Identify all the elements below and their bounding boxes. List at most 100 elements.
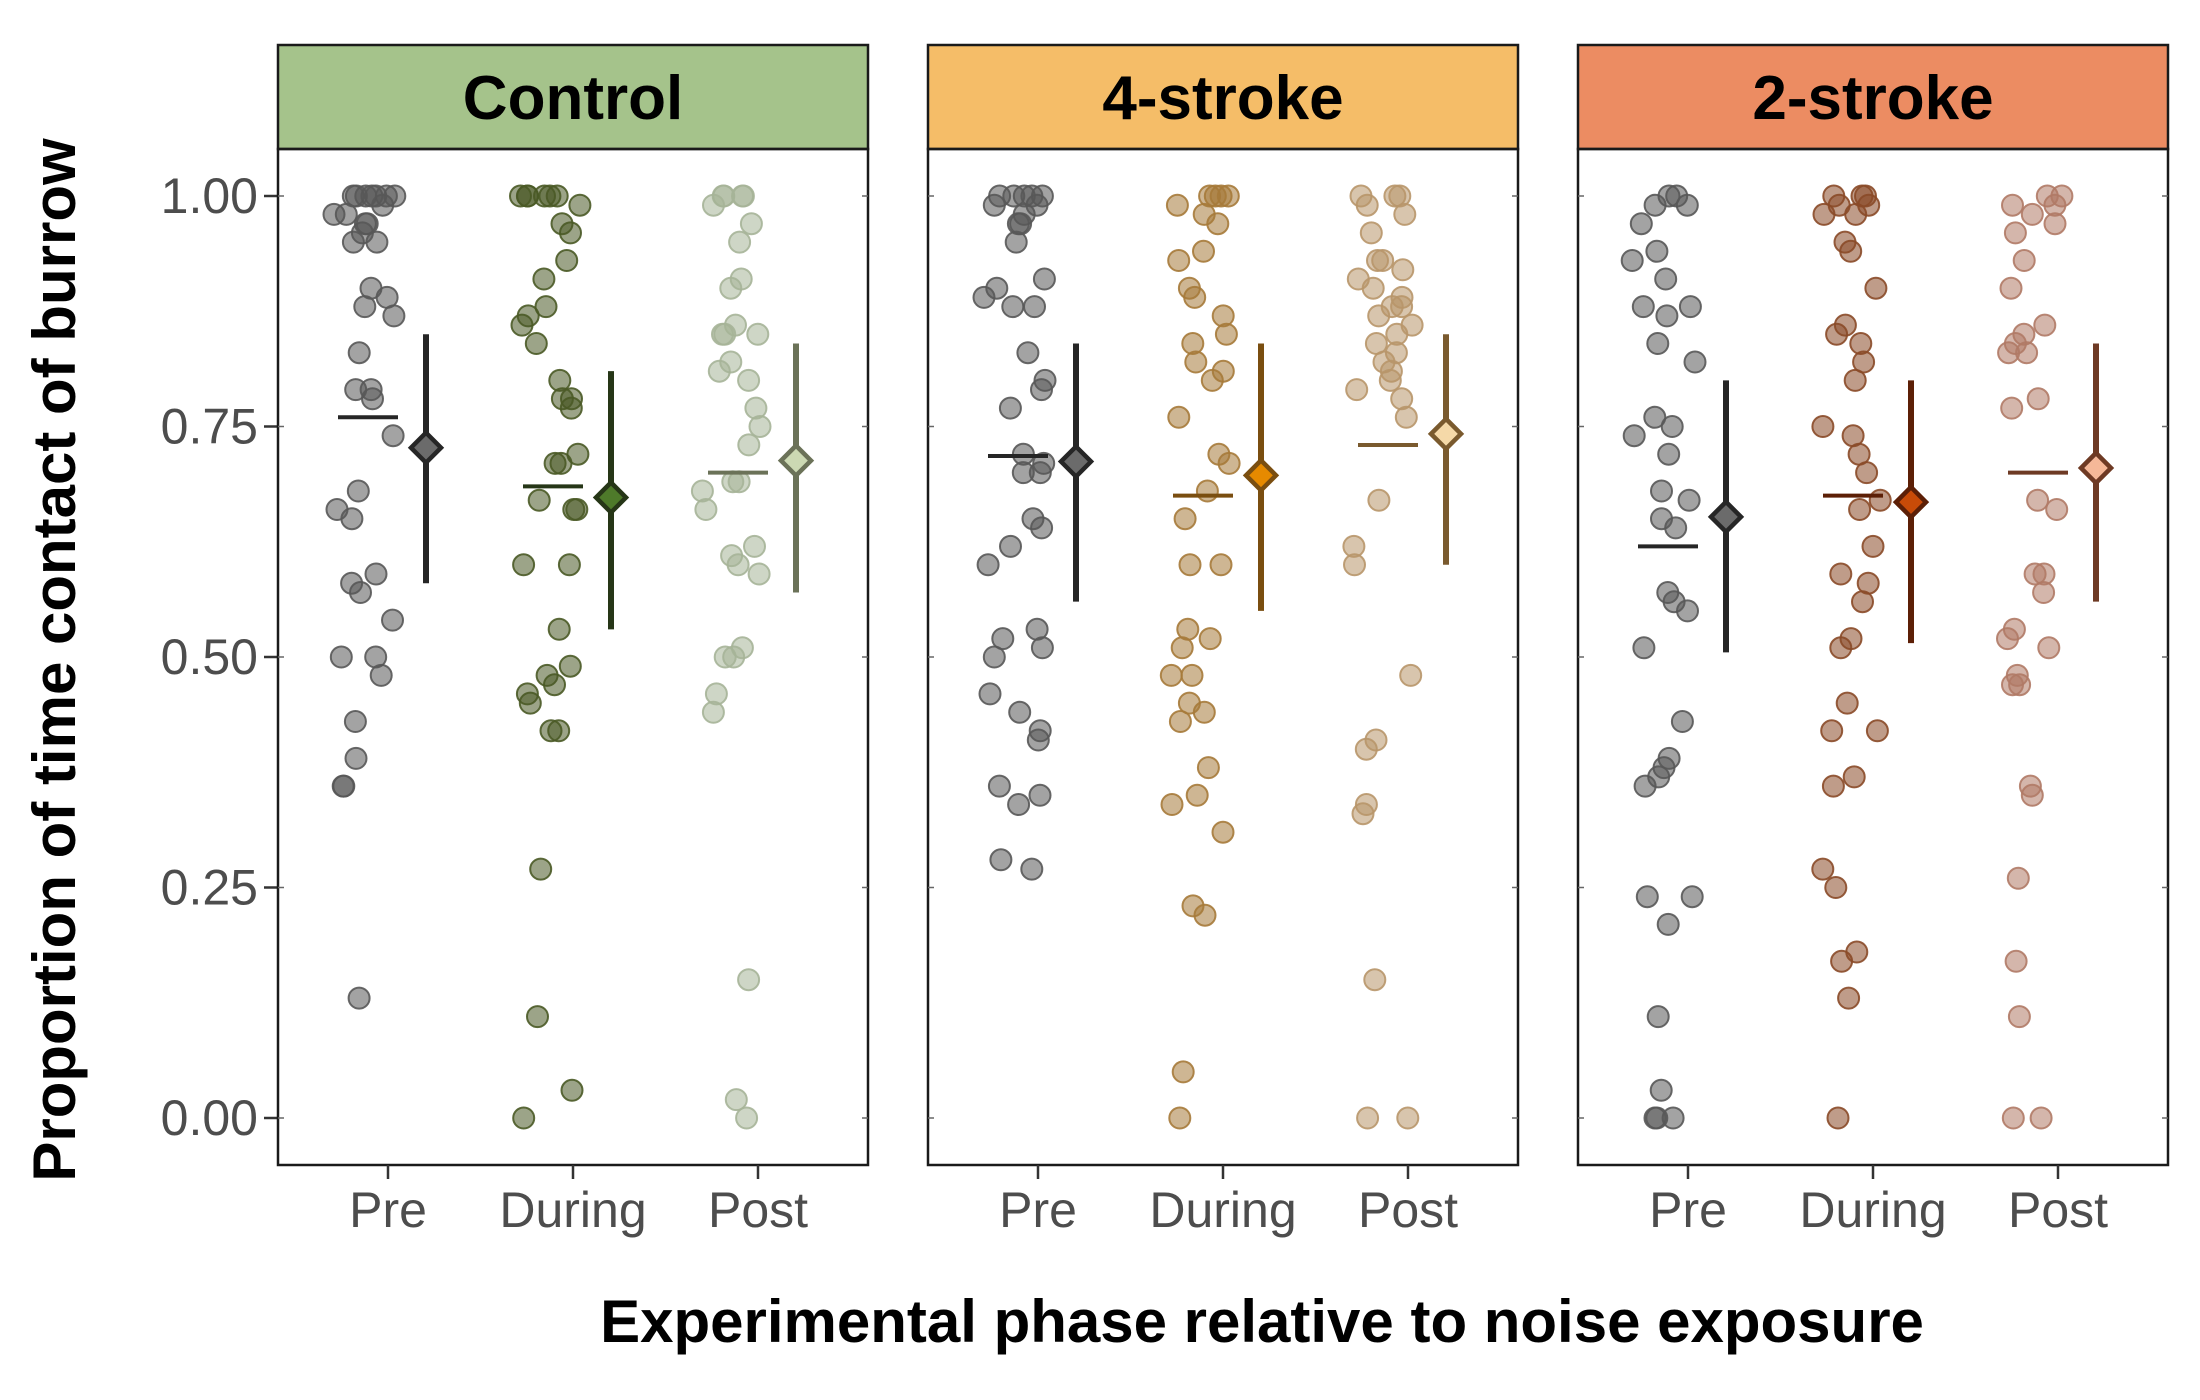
data-point xyxy=(1192,700,1216,724)
data-point xyxy=(1351,802,1375,826)
facet-panels: 0.00 0.25 0.50 0.75 1.00 Control Pre During Post… xyxy=(161,43,2170,1238)
data-point xyxy=(1167,249,1191,272)
facet-strip xyxy=(926,43,1520,151)
data-point xyxy=(1160,793,1184,816)
data-point xyxy=(539,719,563,743)
data-point xyxy=(702,193,725,217)
data-point xyxy=(1661,1106,1685,1130)
data-point xyxy=(512,1106,536,1130)
x-tick-label: Pre xyxy=(349,1182,427,1238)
mean-diamond xyxy=(1057,443,1095,480)
data-point xyxy=(1864,276,1888,300)
data-point xyxy=(557,553,581,577)
data-point xyxy=(364,562,388,586)
x-tick-label: Post xyxy=(708,1182,808,1238)
data-point xyxy=(982,193,1006,217)
data-point xyxy=(1007,793,1031,816)
data-point xyxy=(1167,405,1191,429)
data-point xyxy=(1030,516,1054,540)
data-point xyxy=(1396,1106,1420,1130)
data-point xyxy=(1835,691,1859,715)
data-point xyxy=(2026,488,2050,512)
data-point xyxy=(1996,627,2019,651)
data-point xyxy=(1371,249,1395,272)
data-point xyxy=(1646,1005,1670,1029)
data-point xyxy=(346,479,370,503)
data-point xyxy=(2012,249,2036,272)
data-point xyxy=(1811,857,1835,881)
data-point xyxy=(2023,562,2047,586)
data-point xyxy=(559,396,583,420)
panel-4-stroke: 4-stroke Pre During Post xyxy=(926,43,1520,1238)
data-point xyxy=(1354,737,1378,761)
data-point xyxy=(1180,663,1204,687)
data-point xyxy=(1203,184,1227,208)
data-point xyxy=(1020,857,1044,881)
data-point xyxy=(1171,1060,1195,1084)
data-point xyxy=(2032,581,2056,604)
data-point xyxy=(341,230,365,254)
x-tick-label: Pre xyxy=(1649,1182,1727,1238)
data-point xyxy=(1196,756,1220,780)
data-point xyxy=(999,534,1022,558)
data-point xyxy=(347,986,371,1010)
data-point xyxy=(1844,202,1868,226)
data-point xyxy=(322,202,346,226)
data-point xyxy=(982,645,1006,669)
data-point xyxy=(1195,479,1219,503)
data-point xyxy=(329,645,353,669)
data-point xyxy=(1008,700,1032,724)
data-point xyxy=(1999,276,2023,300)
data-point xyxy=(1839,239,1863,263)
data-point xyxy=(1851,590,1874,614)
data-point xyxy=(1378,368,1402,392)
data-point xyxy=(382,304,406,328)
data-point xyxy=(1209,553,1233,577)
data-point xyxy=(1399,663,1423,687)
data-point xyxy=(1343,553,1366,577)
data-point xyxy=(2000,396,2024,420)
data-point xyxy=(1812,202,1836,226)
data-point xyxy=(1676,599,1699,623)
data-point xyxy=(707,359,731,383)
y-tick-label: 0.00 xyxy=(161,1090,258,1146)
data-point xyxy=(529,857,553,881)
data-point xyxy=(1173,507,1197,531)
data-point xyxy=(2001,673,2024,697)
data-point xyxy=(353,295,377,319)
mean-diamond xyxy=(777,442,815,479)
data-point xyxy=(1211,820,1235,844)
data-point xyxy=(1657,442,1681,466)
data-point xyxy=(1829,636,1853,660)
data-point xyxy=(555,249,579,272)
data-point xyxy=(1633,774,1657,798)
data-point xyxy=(1622,424,1646,448)
data-point xyxy=(1855,461,1879,485)
data-point xyxy=(1391,258,1415,282)
data-point xyxy=(701,700,725,724)
data-point xyxy=(972,285,996,309)
data-point xyxy=(1026,728,1050,752)
facet-strip-title: Control xyxy=(463,64,683,133)
data-point xyxy=(1165,193,1189,217)
data-point xyxy=(735,1106,759,1130)
data-point xyxy=(713,322,737,346)
data-point xyxy=(1820,719,1844,743)
data-point xyxy=(998,396,1022,420)
data-point xyxy=(1028,461,1052,485)
data-point xyxy=(527,488,551,512)
data-point xyxy=(543,673,566,697)
data-point xyxy=(518,691,542,715)
mean-diamond xyxy=(1427,415,1465,453)
x-tick-label: During xyxy=(1149,1182,1296,1238)
data-point xyxy=(1183,285,1207,309)
data-point xyxy=(1675,193,1699,217)
data-point xyxy=(1367,304,1391,328)
data-point xyxy=(737,968,761,992)
data-point xyxy=(1361,276,1385,300)
facet-strip-title: 4-stroke xyxy=(1102,64,1343,133)
mean-diamond xyxy=(592,479,630,516)
data-point xyxy=(1997,341,2021,365)
data-point xyxy=(524,332,548,355)
